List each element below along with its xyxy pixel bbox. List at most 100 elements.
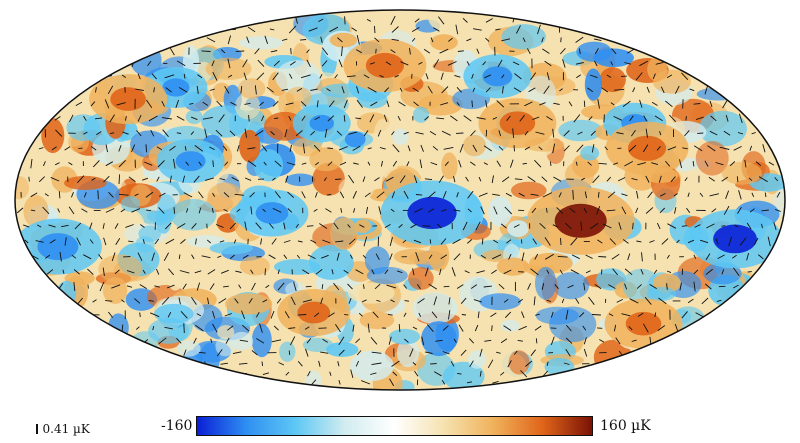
- temperature-blob: [64, 175, 107, 191]
- polarization-vector: [54, 162, 60, 166]
- polarization-vector: [441, 379, 446, 385]
- polarization-vector: [87, 284, 89, 289]
- temperature-blob: [176, 340, 201, 357]
- polarization-vector: [692, 160, 695, 167]
- polarization-vector: [670, 176, 676, 183]
- polarization-vector: [108, 311, 114, 318]
- polarization-vector: [497, 59, 503, 68]
- polarization-vector: [667, 146, 677, 151]
- polarization-vector: [599, 339, 605, 343]
- polarization-vector: [613, 115, 623, 121]
- polarization-vector: [545, 208, 548, 213]
- polarization-vector: [306, 225, 314, 227]
- polarization-vector: [142, 177, 149, 181]
- polarization-vector: [613, 324, 617, 332]
- polarization-vector: [513, 350, 518, 355]
- polarization-vector: [327, 115, 335, 122]
- polarization-vector: [320, 36, 323, 44]
- polarization-vector: [512, 128, 515, 139]
- map-outline: [14, 9, 786, 391]
- polarization-vector: [218, 298, 227, 304]
- polarization-vector: [738, 113, 743, 124]
- polarization-vector: [114, 223, 119, 229]
- polarization-vector: [621, 193, 628, 197]
- polarization-vector: [596, 206, 601, 215]
- polarization-vector: [448, 310, 451, 320]
- polarization-vector: [608, 284, 616, 289]
- polarization-vector: [176, 60, 186, 67]
- polarization-vector: [191, 223, 197, 229]
- polarization-vector: [413, 101, 419, 107]
- polarization-vector: [525, 360, 533, 367]
- temperature-blob: [682, 184, 714, 215]
- polarization-vector: [327, 147, 334, 150]
- polarization-vector: [576, 74, 582, 79]
- polarization-vector: [773, 221, 777, 231]
- polarization-vector: [546, 361, 549, 367]
- polarization-vector: [398, 101, 406, 107]
- polarization-vector: [24, 239, 29, 244]
- polarization-vector: [209, 283, 215, 290]
- polarization-vector: [636, 284, 642, 289]
- polarization-vector: [111, 252, 116, 262]
- polarization-vector: [674, 85, 680, 94]
- polarization-vector: [473, 28, 482, 31]
- polarization-vector: [223, 192, 230, 198]
- polarization-vector: [651, 162, 659, 166]
- polarization-vector: [350, 369, 354, 379]
- polarization-vector: [61, 224, 69, 228]
- polarization-vector: [191, 254, 195, 260]
- polarization-vector: [227, 74, 233, 78]
- polarization-vector: [598, 162, 607, 165]
- polarization-vector: [137, 114, 142, 122]
- polarization-vector: [300, 101, 307, 107]
- polarization-vector: [552, 143, 556, 154]
- polarization-vector: [23, 224, 30, 228]
- polarization-vector: [363, 74, 370, 79]
- polarization-vector: [356, 350, 362, 356]
- polarization-vector: [546, 269, 550, 275]
- polarization-vector: [204, 128, 208, 138]
- polarization-vector: [248, 298, 253, 304]
- polarization-vector: [274, 191, 281, 199]
- polarization-vector: [161, 296, 170, 305]
- polarization-vector: [304, 326, 310, 330]
- polarization-vector: [244, 128, 247, 138]
- polarization-vector: [73, 282, 76, 291]
- temperature-blob: [170, 199, 217, 231]
- polarization-vector: [384, 87, 390, 93]
- polarization-vector: [335, 178, 342, 180]
- polarization-vector: [409, 47, 411, 55]
- polarization-vector: [227, 35, 232, 45]
- polarization-vector: [196, 313, 202, 317]
- hot-spot-core: [365, 52, 404, 79]
- polarization-vector: [50, 176, 60, 182]
- polarization-vector: [348, 175, 355, 184]
- polarization-vector: [563, 145, 570, 152]
- polarization-vector: [631, 177, 638, 181]
- polarization-vector: [180, 239, 186, 244]
- polarization-vector: [277, 282, 285, 291]
- polarization-vector: [642, 144, 649, 153]
- polarization-vector: [338, 336, 345, 346]
- polarization-vector: [583, 100, 586, 108]
- temperature-blob: [508, 350, 530, 375]
- polarization-vector: [418, 61, 423, 65]
- polarization-vector: [424, 267, 429, 277]
- polarization-vector: [325, 208, 332, 213]
- hot-spot-core: [297, 301, 331, 324]
- polarization-vector: [296, 88, 303, 92]
- polarization-vector: [587, 161, 592, 166]
- polarization-vector: [321, 47, 329, 56]
- polarization-vector: [295, 223, 299, 229]
- polarization-vector: [296, 254, 301, 259]
- polarization-vector: [660, 86, 665, 94]
- polarization-vector: [737, 132, 744, 135]
- polarization-vector: [319, 73, 323, 79]
- polarization-vector: [738, 190, 742, 200]
- polarization-vector: [443, 285, 450, 288]
- polarization-vector: [426, 324, 434, 332]
- hot-spot-core: [627, 135, 667, 161]
- polarization-vector: [470, 284, 478, 289]
- polarization-vector: [430, 162, 438, 166]
